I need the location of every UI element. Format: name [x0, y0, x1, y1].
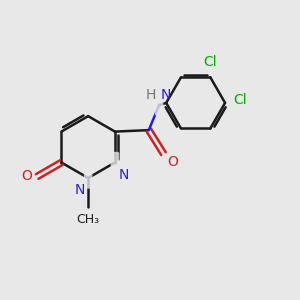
Text: Cl: Cl	[233, 93, 247, 107]
Text: Cl: Cl	[203, 55, 217, 69]
Text: N: N	[160, 88, 171, 102]
Text: O: O	[21, 169, 32, 184]
Text: N: N	[74, 183, 85, 197]
Text: H: H	[145, 88, 156, 102]
Text: N: N	[118, 168, 129, 182]
Text: O: O	[167, 155, 178, 169]
Text: CH₃: CH₃	[76, 213, 100, 226]
